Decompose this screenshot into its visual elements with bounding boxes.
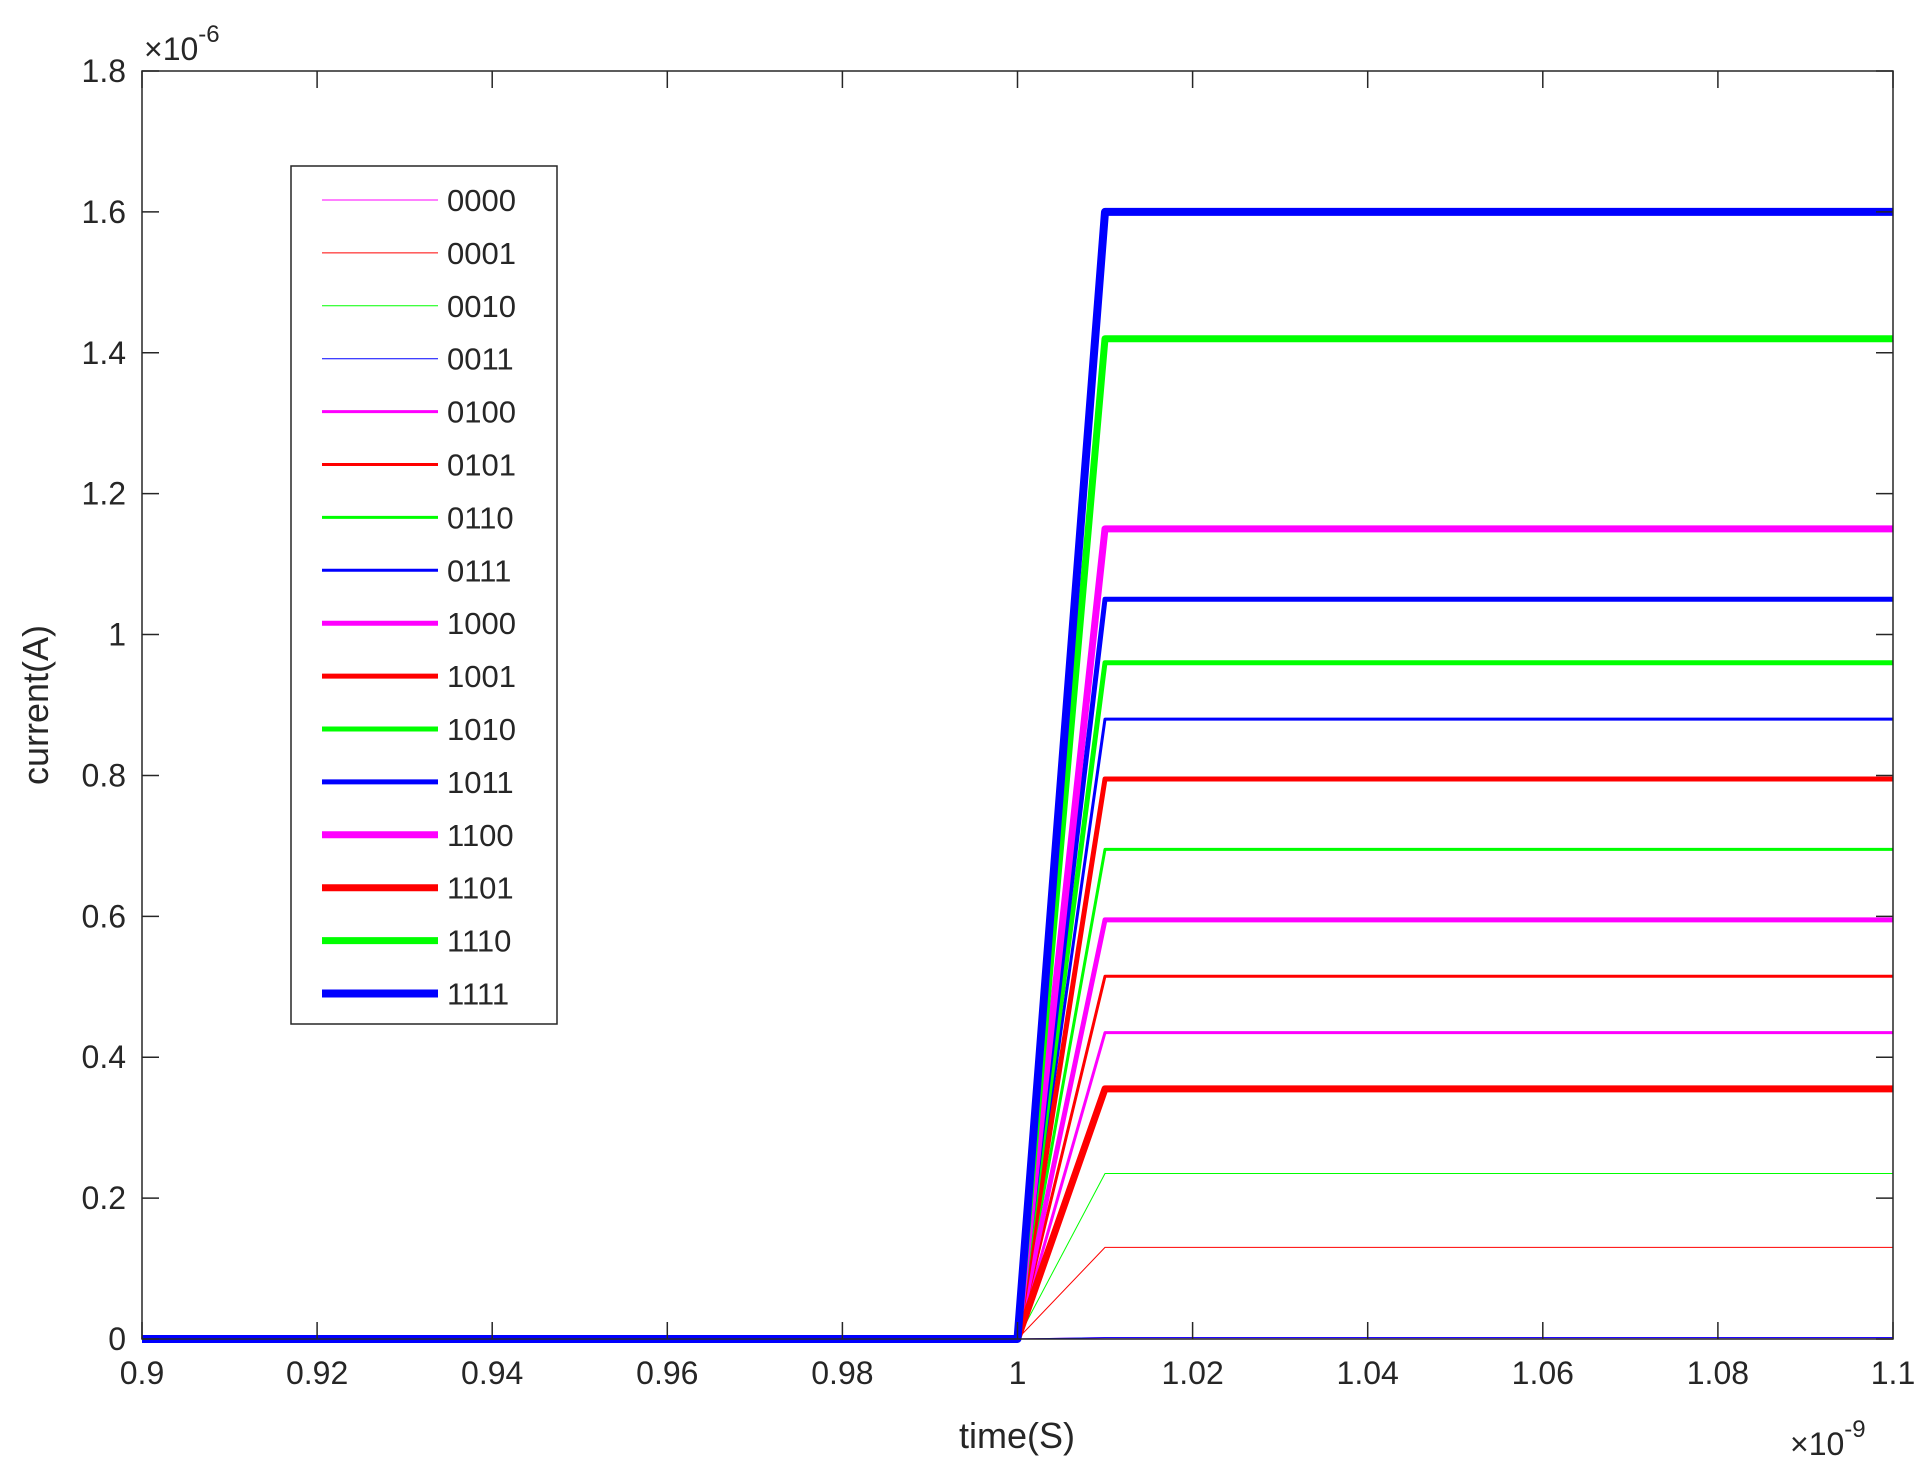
- x-tick-label: 0.98: [811, 1355, 873, 1391]
- x-tick-label: 0.96: [636, 1355, 698, 1391]
- x-tick-label: 0.92: [286, 1355, 348, 1391]
- legend-box: [290, 165, 558, 1025]
- legend-label-0010: 0010: [447, 289, 516, 324]
- legend-label-1011: 1011: [447, 765, 514, 800]
- legend-label-0011: 0011: [447, 342, 514, 377]
- x-tick-label: 1.02: [1161, 1355, 1223, 1391]
- legend-label-1001: 1001: [447, 659, 516, 694]
- legend-label-0100: 0100: [447, 395, 516, 430]
- y-tick-label: 0.6: [82, 898, 126, 934]
- legend-label-1101: 1101: [447, 871, 514, 906]
- y-tick-label: 0.2: [82, 1180, 126, 1216]
- y-axis-label: current(A): [15, 625, 56, 785]
- x-tick-label: 1.06: [1512, 1355, 1574, 1391]
- legend-label-0001: 0001: [447, 236, 516, 271]
- x-tick-label: 1.1: [1871, 1355, 1915, 1391]
- y-tick-label: 0: [108, 1321, 126, 1357]
- ticks-layer: 0.9 0.92 0.94 0.96 0.98 1 1.02 1.04 1.06 1.08 1.1 0…: [82, 53, 1916, 1391]
- x-tick-label: 1: [1009, 1355, 1027, 1391]
- legend-label-0101: 0101: [447, 448, 516, 483]
- y-exponent-label: ×10-6: [144, 21, 220, 67]
- legend-label-0110: 0110: [447, 500, 514, 535]
- y-tick-label: 1: [108, 617, 126, 653]
- x-exponent-label: ×10-9: [1790, 1416, 1866, 1462]
- legend-label-1110: 1110: [447, 924, 511, 959]
- legend-label-0111: 0111: [447, 553, 511, 588]
- legend-label-1100: 1100: [447, 818, 514, 853]
- y-tick-label: 1.6: [82, 194, 126, 230]
- x-axis-label: time(S): [959, 1415, 1075, 1456]
- x-tick-label: 1.08: [1687, 1355, 1749, 1391]
- y-tick-label: 0.8: [82, 757, 126, 793]
- legend-label-1111: 1111: [447, 977, 509, 1012]
- x-tick-label: 1.04: [1337, 1355, 1399, 1391]
- y-tick-label: 1.8: [82, 53, 126, 89]
- legend: 0000 0001 0010 0011 0100 0101 0110 0111 1000 1001…: [290, 165, 558, 1025]
- y-tick-label: 0.4: [82, 1039, 126, 1075]
- y-tick-label: 1.2: [82, 476, 126, 512]
- x-tick-label: 0.9: [120, 1355, 164, 1391]
- legend-label-1000: 1000: [447, 606, 516, 641]
- x-tick-label: 0.94: [461, 1355, 523, 1391]
- legend-label-1010: 1010: [447, 712, 516, 747]
- legend-label-0000: 0000: [447, 183, 516, 218]
- y-tick-label: 1.4: [82, 335, 126, 371]
